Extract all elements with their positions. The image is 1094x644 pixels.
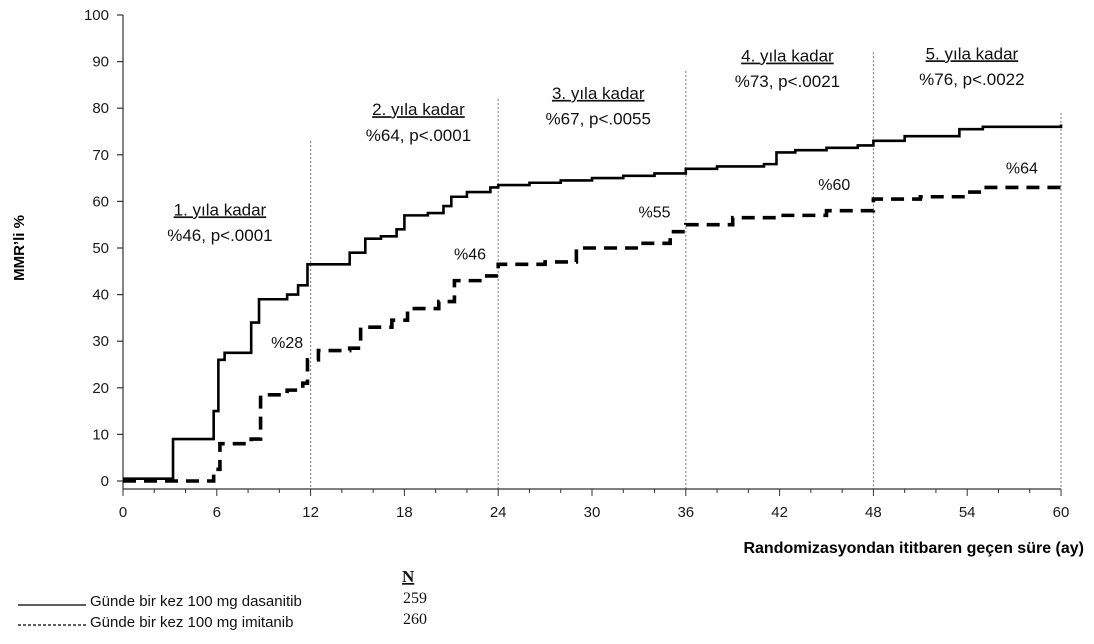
x-tick-label: 48: [865, 504, 882, 521]
point-label-background: [1001, 158, 1042, 178]
y-tick-label: 60: [92, 193, 109, 210]
y-tick-label: 80: [92, 100, 109, 117]
point-label: %64: [1006, 160, 1038, 177]
annotation-year-heading: 1. yıla kadar: [174, 200, 267, 219]
legend-label-imitanib: Günde bir kez 100 mg imitanib: [90, 614, 293, 631]
x-tick-label: 42: [771, 504, 788, 521]
y-tick-label: 0: [101, 473, 109, 490]
x-ticks: 0 6 12 18 24 30 36 42 48 54 60: [119, 489, 1070, 521]
annotation-year-value: %76, p<.0022: [919, 70, 1024, 89]
y-tick-label: 30: [92, 333, 109, 350]
y-tick-label: 90: [92, 54, 109, 71]
x-tick-label: 24: [490, 504, 507, 521]
annotation-year-value: %67, p<.0055: [546, 110, 651, 129]
year-annotations: 1. yıla kadar %46, p<.0001 2. yıla kadar %6…: [167, 44, 1024, 245]
series-lines: [123, 124, 1063, 483]
legend: N Günde bir kez 100 mg dasanitib 259 Gün…: [18, 567, 427, 631]
annotation-year-heading: 4. yıla kadar: [741, 47, 834, 66]
x-tick-label: 30: [584, 504, 601, 521]
point-label: %46: [454, 247, 486, 264]
x-tick-label: 6: [213, 504, 221, 521]
point-label-background: [267, 333, 308, 353]
point-label: %60: [818, 177, 850, 194]
point-label-background: [450, 244, 491, 264]
x-tick-label: 18: [396, 504, 413, 521]
y-tick-label: 70: [92, 147, 109, 164]
x-tick-label: 60: [1053, 504, 1070, 521]
y-axis-label: MMR’li %: [11, 215, 28, 281]
legend-n-imitanib: 260: [403, 611, 427, 628]
x-axis-label: Randomizasyondan ititbaren geçen süre (a…: [743, 540, 1084, 557]
y-tick-label: 20: [92, 380, 109, 397]
year-divider-lines: [310, 52, 1062, 489]
legend-n-header: N: [402, 567, 415, 586]
point-labels: %28 %46 %55 %60 %64: [267, 158, 1042, 353]
point-label-background: [634, 202, 675, 222]
point-label: %55: [639, 205, 671, 222]
annotation-year-heading: 2. yıla kadar: [372, 100, 465, 119]
point-label-background: [814, 174, 855, 194]
series-line-dasanitib: [123, 124, 1063, 480]
annotation-year-value: %46, p<.0001: [167, 226, 272, 245]
legend-n-dasanitib: 259: [403, 590, 427, 607]
annotation-year-value: %64, p<.0001: [366, 126, 471, 145]
y-tick-label: 10: [92, 426, 109, 443]
y-tick-label: 50: [92, 240, 109, 257]
annotation-year-value: %73, p<.0021: [735, 72, 840, 91]
x-tick-label: 0: [119, 504, 127, 521]
y-ticks: 0 10 20 30 40 50 60 70 80 90 100: [84, 7, 123, 490]
annotation-year-heading: 5. yıla kadar: [926, 44, 1019, 63]
x-tick-label: 12: [302, 504, 319, 521]
x-tick-label: 36: [677, 504, 694, 521]
y-tick-label: 100: [84, 7, 109, 24]
point-label: %28: [271, 335, 303, 352]
y-tick-label: 40: [92, 287, 109, 304]
legend-label-dasanitib: Günde bir kez 100 mg dasanitib: [90, 593, 302, 610]
x-tick-label: 54: [959, 504, 976, 521]
annotation-year-heading: 3. yıla kadar: [552, 84, 645, 103]
